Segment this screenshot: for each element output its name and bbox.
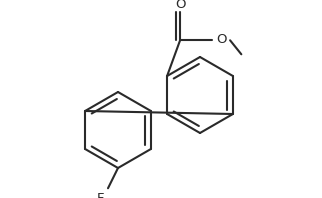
- Text: F: F: [97, 192, 105, 198]
- Text: O: O: [216, 33, 226, 46]
- Text: O: O: [175, 0, 185, 11]
